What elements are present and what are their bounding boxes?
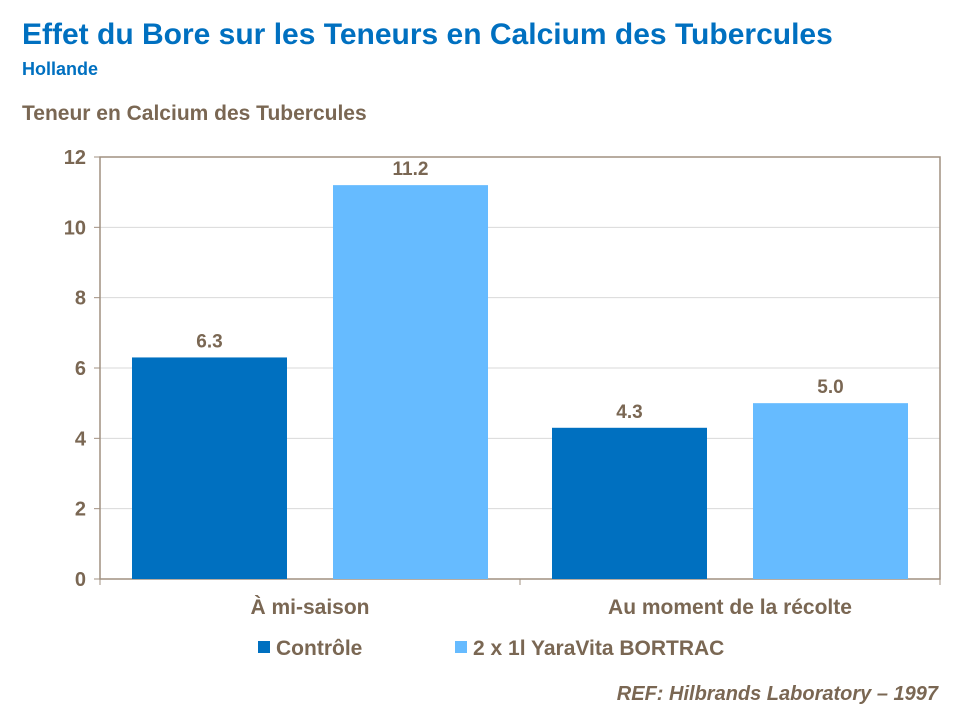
y-tick-label: 2	[75, 499, 86, 521]
y-tick-label: 8	[75, 288, 86, 310]
reference-note: REF: Hilbrands Laboratory – 1997	[616, 683, 938, 705]
y-tick-label: 0	[75, 569, 86, 591]
x-tick-label: À mi-saison	[250, 596, 369, 619]
y-tick-label: 6	[75, 358, 86, 380]
y-tick-label: 10	[64, 217, 86, 239]
legend-swatch	[258, 641, 270, 653]
data-label: 6.3	[196, 331, 222, 352]
bar	[132, 357, 287, 579]
data-label: 11.2	[393, 159, 429, 180]
legend-swatch	[455, 641, 467, 653]
data-label: 4.3	[616, 402, 642, 423]
legend-label: 2 x 1l YaraVita BORTRAC	[473, 637, 724, 660]
y-tick-label: 4	[75, 428, 87, 450]
bar	[753, 403, 908, 579]
y-axis-title: Teneur en Calcium des Tubercules	[22, 102, 367, 125]
legend-label: Contrôle	[276, 637, 362, 660]
bar	[552, 427, 707, 579]
chart-subtitle: Hollande	[22, 59, 99, 79]
data-label: 5.0	[817, 377, 843, 398]
y-tick-label: 12	[64, 147, 86, 169]
bar	[333, 185, 488, 579]
chart-title: Effet du Bore sur les Teneurs en Calcium…	[22, 18, 833, 51]
x-tick-label: Au moment de la récolte	[608, 596, 852, 619]
